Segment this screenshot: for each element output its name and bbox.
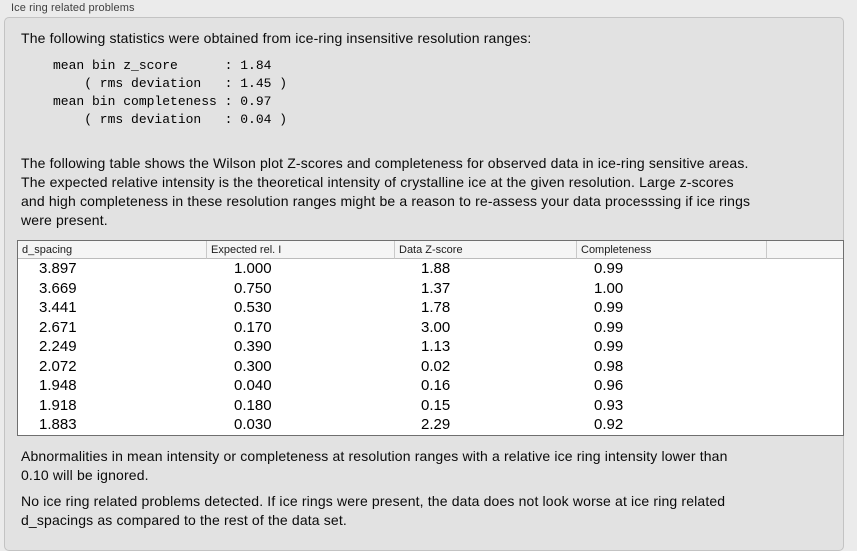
table-cell-stub [766, 357, 843, 377]
column-header-expected-rel-i[interactable]: Expected rel. I [206, 241, 394, 259]
table-cell: 3.441 [39, 299, 77, 316]
stats-summary-block: mean bin z_score : 1.84 ( rms deviation … [53, 58, 288, 127]
column-header-d-spacing[interactable]: d_spacing [18, 241, 206, 259]
table-cell: 0.96 [594, 377, 624, 394]
table-cell-stub [766, 415, 843, 435]
table-cell: 0.92 [594, 416, 624, 433]
table-cell: 0.99 [594, 299, 624, 316]
table-cell: 3.669 [39, 279, 77, 297]
ice-ring-table[interactable]: d_spacing Expected rel. I Data Z-score Comp… [17, 240, 844, 436]
table-row[interactable]: 3.441 0.530 1.78 0.99 [18, 298, 843, 318]
panel-title: Ice ring related problems [11, 2, 135, 14]
table-cell: 0.99 [594, 318, 624, 336]
table-cell: 2.072 [39, 357, 77, 375]
table-cell-stub [766, 279, 843, 299]
table-cell: 1.883 [39, 416, 77, 433]
table-row[interactable]: 1.918 0.180 0.15 0.93 [18, 396, 843, 416]
panel-groupbox: The following statistics were obtained f… [4, 17, 844, 551]
table-cell: 2.249 [39, 338, 77, 355]
table-row[interactable]: 1.883 0.030 2.29 0.92 [18, 415, 843, 435]
table-description-text: The following table shows the Wilson plo… [21, 155, 751, 228]
table-row[interactable]: 1.948 0.040 0.16 0.96 [18, 376, 843, 396]
table-cell: 0.15 [421, 396, 451, 414]
table-cell: 0.99 [594, 338, 624, 355]
table-cell: 0.180 [234, 396, 272, 414]
table-row[interactable]: 2.249 0.390 1.13 0.99 [18, 337, 843, 357]
table-cell-stub [766, 376, 843, 396]
table-cell: 0.170 [234, 318, 272, 336]
table-cell: 0.390 [234, 338, 272, 355]
table-cell: 1.13 [421, 338, 451, 355]
table-header-row: d_spacing Expected rel. I Data Z-score Comp… [18, 241, 843, 259]
table-cell: 3.897 [39, 260, 77, 277]
table-cell-stub [766, 318, 843, 338]
table-cell: 3.00 [421, 318, 451, 336]
stats-intro-text: The following statistics were obtained f… [21, 30, 532, 46]
table-cell-stub [766, 259, 843, 279]
table-cell: 1.00 [594, 279, 624, 297]
ignore-threshold-note-text: Abnormalities in mean intensity or compl… [21, 448, 728, 483]
table-cell: 1.918 [39, 396, 77, 414]
table-body: 3.897 1.000 1.88 0.99 3.669 0.750 1.37 1.00 3.44… [18, 259, 843, 435]
table-cell-stub [766, 337, 843, 357]
table-row[interactable]: 3.897 1.000 1.88 0.99 [18, 259, 843, 279]
table-row[interactable]: 3.669 0.750 1.37 1.00 [18, 279, 843, 299]
table-cell: 2.671 [39, 318, 77, 336]
table-cell-stub [766, 396, 843, 416]
table-cell: 0.750 [234, 279, 272, 297]
table-cell: 1.000 [234, 260, 272, 277]
conclusion-text: No ice ring related problems detected. I… [21, 493, 726, 528]
column-header-stub [766, 241, 843, 259]
table-cell: 0.98 [594, 357, 624, 375]
table-cell: 0.02 [421, 357, 451, 375]
column-header-data-z-score[interactable]: Data Z-score [394, 241, 576, 259]
table-cell: 0.030 [234, 416, 272, 433]
table-header: d_spacing Expected rel. I Data Z-score Comp… [18, 241, 843, 259]
table-cell-stub [766, 298, 843, 318]
table-cell: 0.300 [234, 357, 272, 375]
table-cell: 0.040 [234, 377, 272, 394]
table-cell: 1.78 [421, 299, 451, 316]
table-cell: 2.29 [421, 416, 451, 433]
table-cell: 1.88 [421, 260, 451, 277]
table-cell: 1.948 [39, 377, 77, 394]
column-header-completeness[interactable]: Completeness [576, 241, 766, 259]
table-cell: 1.37 [421, 279, 451, 297]
table-cell: 0.99 [594, 260, 624, 277]
table-row[interactable]: 2.671 0.170 3.00 0.99 [18, 318, 843, 338]
table-cell: 0.530 [234, 299, 272, 316]
table-row[interactable]: 2.072 0.300 0.02 0.98 [18, 357, 843, 377]
table-cell: 0.93 [594, 396, 624, 414]
table-cell: 0.16 [421, 377, 451, 394]
